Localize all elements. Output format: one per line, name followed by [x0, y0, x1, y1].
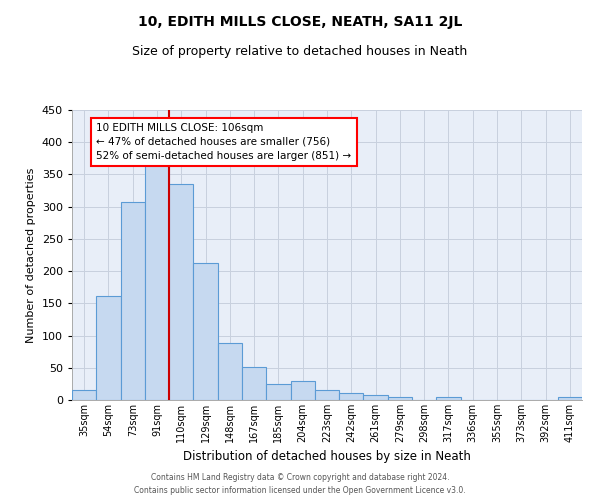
Bar	[121, 202, 145, 400]
Bar	[72, 390, 96, 400]
Bar	[339, 393, 364, 400]
Bar	[96, 296, 121, 400]
Bar	[388, 397, 412, 400]
Bar	[266, 384, 290, 400]
Y-axis label: Number of detached properties: Number of detached properties	[26, 168, 36, 342]
Bar	[242, 367, 266, 400]
Bar	[218, 344, 242, 400]
Bar	[436, 398, 461, 400]
Bar	[364, 395, 388, 400]
Text: 10 EDITH MILLS CLOSE: 106sqm
← 47% of detached houses are smaller (756)
52% of s: 10 EDITH MILLS CLOSE: 106sqm ← 47% of de…	[96, 123, 352, 161]
Text: Contains HM Land Registry data © Crown copyright and database right 2024.: Contains HM Land Registry data © Crown c…	[151, 474, 449, 482]
Bar	[145, 162, 169, 400]
Bar	[315, 390, 339, 400]
Bar	[558, 398, 582, 400]
Text: Contains public sector information licensed under the Open Government Licence v3: Contains public sector information licen…	[134, 486, 466, 495]
Bar	[193, 262, 218, 400]
Bar	[169, 184, 193, 400]
X-axis label: Distribution of detached houses by size in Neath: Distribution of detached houses by size …	[183, 450, 471, 464]
Bar	[290, 382, 315, 400]
Text: Size of property relative to detached houses in Neath: Size of property relative to detached ho…	[133, 45, 467, 58]
Text: 10, EDITH MILLS CLOSE, NEATH, SA11 2JL: 10, EDITH MILLS CLOSE, NEATH, SA11 2JL	[138, 15, 462, 29]
